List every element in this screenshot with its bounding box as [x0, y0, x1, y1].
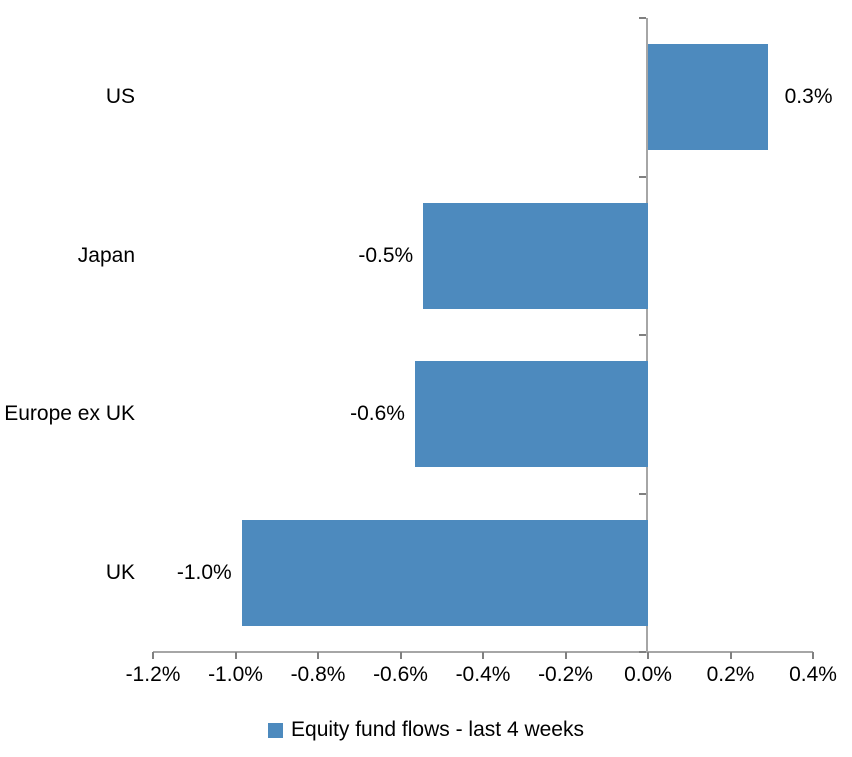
category-label: Europe ex UK [4, 402, 135, 426]
x-tick-label: 0.0% [624, 663, 672, 686]
x-axis-tick [564, 652, 567, 659]
x-axis-tick [482, 652, 484, 659]
x-tick-label: 0.4% [789, 663, 837, 686]
category-label: US [105, 85, 135, 109]
x-axis-tick [317, 652, 319, 659]
x-tick-label: -0.4% [455, 663, 511, 686]
bar-value-label: -1.0% [176, 560, 232, 584]
x-tick-label: -0.2% [538, 663, 593, 686]
x-tick-label: -1.2% [125, 663, 181, 686]
x-axis-tick [152, 652, 154, 659]
x-axis-tick [729, 652, 732, 659]
x-axis-tick [812, 652, 814, 659]
bar-uk [241, 519, 648, 626]
legend-label: Equity fund flows - last 4 weeks [291, 718, 584, 741]
x-axis-tick [647, 652, 649, 659]
category-axis-tick [639, 651, 646, 653]
category-label: UK [105, 560, 135, 584]
bar-value-label: -0.5% [358, 243, 414, 267]
bar-value-label: -0.6% [350, 402, 405, 426]
x-tick-label: -0.8% [290, 663, 346, 686]
x-tick-label: -1.0% [208, 663, 263, 686]
bar-value-label: 0.3% [784, 85, 833, 109]
category-label: Japan [77, 243, 135, 267]
category-axis-tick [639, 492, 646, 495]
category-axis-tick [639, 334, 646, 336]
category-axis-tick [639, 17, 646, 19]
bar-europe-ex-uk [414, 361, 648, 468]
x-axis-tick [234, 652, 237, 659]
category-axis-tick [639, 175, 646, 178]
x-tick-label: -0.6% [373, 663, 428, 686]
category-axis-line [646, 18, 648, 652]
x-tick-label: 0.2% [706, 663, 755, 686]
bar-us [648, 44, 768, 151]
legend: Equity fund flows - last 4 weeks [0, 719, 852, 741]
legend-swatch-icon [268, 722, 284, 738]
bar-japan [423, 202, 648, 309]
x-axis-tick [399, 652, 402, 659]
